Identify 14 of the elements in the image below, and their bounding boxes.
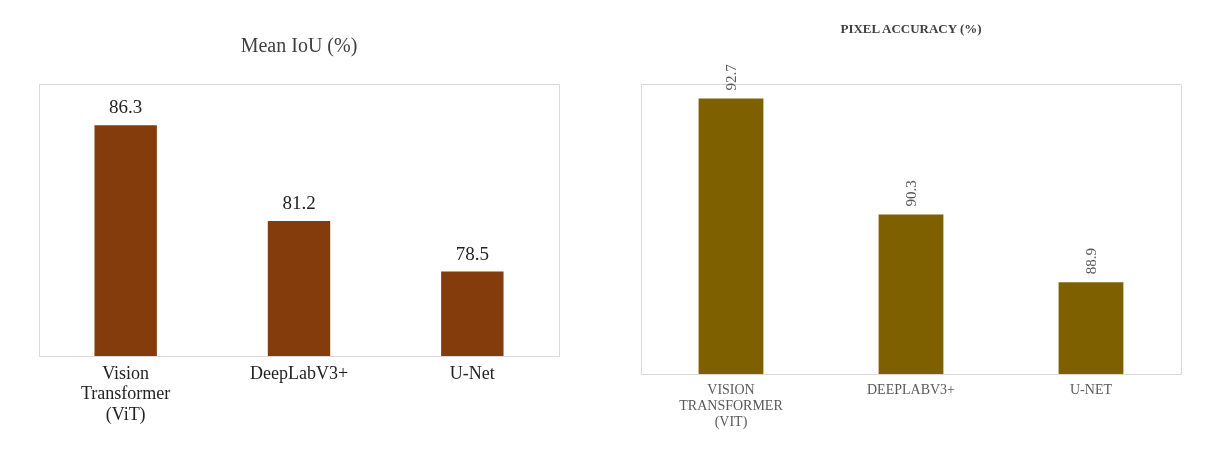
chart-title: Mean IoU (%): [240, 34, 358, 57]
chart-title: PIXEL ACCURACY (%): [840, 21, 982, 37]
data-label: 92.7: [723, 63, 739, 91]
x-tick-label: U-NET: [1070, 381, 1113, 397]
data-label: 81.2: [282, 191, 316, 213]
data-label: 86.3: [109, 96, 143, 118]
data-label: 78.5: [455, 242, 489, 264]
x-tick-label: U-Net: [449, 362, 495, 383]
x-tick-label: DeepLabV3+: [249, 362, 349, 383]
data-label: 88.9: [1083, 247, 1099, 275]
x-tick-label: VISION TRANSFORMER (VIT): [679, 381, 784, 430]
data-label: 90.3: [903, 180, 919, 207]
x-tick-label: DEEPLABV3+: [866, 381, 956, 397]
x-tick-label: Vision Transformer (ViT): [81, 362, 171, 425]
